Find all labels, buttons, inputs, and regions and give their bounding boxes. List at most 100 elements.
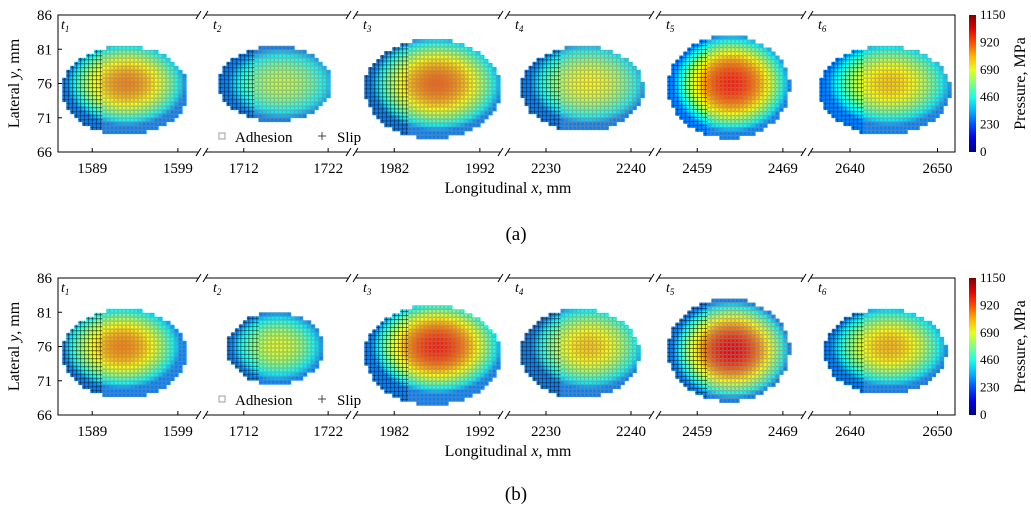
slip-marker [98, 121, 103, 126]
pressure-cell [106, 73, 111, 79]
pressure-cell [106, 81, 111, 87]
slip-marker [98, 101, 103, 106]
slip-marker [90, 73, 95, 78]
slip-marker [90, 101, 95, 106]
slip-marker [94, 57, 99, 62]
pressure-cell [106, 101, 111, 107]
slip-marker [90, 77, 95, 82]
slip-marker [70, 73, 75, 78]
slip-marker [86, 85, 91, 90]
adhesion-marker [102, 82, 107, 86]
slip-marker [74, 81, 79, 86]
slip-marker [98, 125, 103, 130]
slip-marker [78, 73, 83, 78]
slip-marker [98, 105, 103, 110]
slip-marker [94, 73, 99, 78]
slip-marker [90, 85, 95, 90]
adhesion-marker [106, 114, 111, 118]
pressure-cell [102, 77, 107, 83]
slip-marker [82, 109, 87, 114]
pressure-cell [102, 49, 107, 55]
slip-marker [94, 89, 99, 94]
adhesion-marker [106, 66, 111, 70]
adhesion-marker [106, 82, 111, 86]
slip-marker [78, 105, 83, 110]
slip-marker [74, 89, 79, 94]
slip-marker [90, 57, 95, 62]
pressure-cell [106, 89, 111, 95]
x-tick-label: 1589 [77, 161, 107, 177]
x-tick-label: 1722 [313, 161, 343, 177]
slip-marker [94, 65, 99, 70]
pressure-cell [106, 109, 111, 115]
slip-marker [66, 73, 71, 78]
pressure-cell [106, 45, 111, 51]
slip-marker [82, 65, 87, 70]
slip-marker [70, 85, 75, 90]
slip-marker [74, 105, 79, 110]
adhesion-marker [102, 130, 107, 134]
slip-marker [98, 81, 103, 86]
x-tick-label: 1599 [163, 161, 193, 177]
slip-marker [98, 109, 103, 114]
pressure-cell [106, 85, 111, 91]
pressure-cell [106, 69, 111, 75]
slip-marker [74, 61, 79, 66]
adhesion-marker [106, 98, 111, 102]
slip-marker [78, 101, 83, 106]
pressure-cell [102, 93, 107, 99]
slip-marker [82, 81, 87, 86]
slip-marker [90, 109, 95, 114]
slip-marker [70, 97, 75, 102]
x-tick-label: 2230 [531, 161, 561, 177]
x-tick-label: 2240 [616, 161, 646, 177]
adhesion-marker [102, 50, 107, 54]
adhesion-marker [106, 94, 111, 98]
pressure-cell [102, 57, 107, 63]
pressure-cell [102, 113, 107, 119]
slip-marker [94, 85, 99, 90]
slip-marker [78, 117, 83, 122]
slip-marker [90, 65, 95, 70]
slip-marker [94, 105, 99, 110]
pressure-cell [106, 121, 111, 127]
slip-marker [82, 73, 87, 78]
slip-marker [86, 89, 91, 94]
slip-marker [70, 89, 75, 94]
slip-marker [86, 81, 91, 86]
slip-marker [98, 57, 103, 62]
slip-marker [66, 93, 71, 98]
slip-marker [82, 89, 87, 94]
slip-marker [74, 73, 79, 78]
slip-marker [66, 69, 71, 74]
slip-marker [98, 73, 103, 78]
pressure-cell [102, 89, 107, 95]
slip-marker [98, 89, 103, 94]
slip-marker [82, 97, 87, 102]
slip-marker [86, 109, 91, 114]
slip-marker [94, 109, 99, 114]
pressure-cell [102, 73, 107, 79]
slip-marker [86, 61, 91, 66]
slip-marker [74, 101, 79, 106]
pressure-cell [102, 53, 107, 59]
adhesion-marker [102, 66, 107, 70]
slip-marker [98, 53, 103, 58]
slip-marker [78, 77, 83, 82]
slip-marker [98, 117, 103, 122]
slip-marker [62, 97, 67, 102]
slip-marker [62, 93, 67, 98]
slip-marker [78, 61, 83, 66]
adhesion-marker [102, 62, 107, 66]
adhesion-marker [102, 70, 107, 74]
slip-marker [82, 85, 87, 90]
slip-marker [90, 113, 95, 118]
pressure-cell [102, 121, 107, 127]
slip-marker [66, 105, 71, 110]
slip-marker [62, 89, 67, 94]
adhesion-marker [102, 78, 107, 82]
pressure-cell [102, 61, 107, 67]
slip-marker [70, 101, 75, 106]
slip-marker [90, 117, 95, 122]
